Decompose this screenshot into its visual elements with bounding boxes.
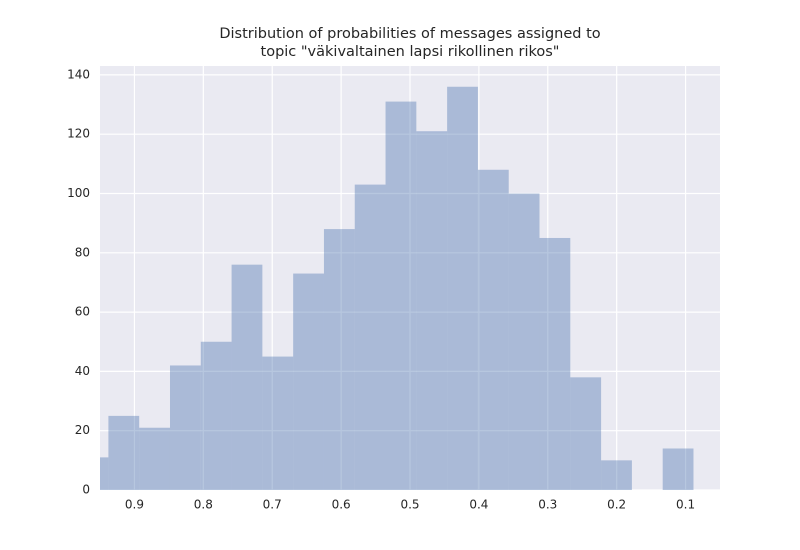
x-tick-label: 0.9	[125, 498, 144, 512]
chart-title: Distribution of probabilities of message…	[219, 26, 600, 60]
y-tick-label: 20	[75, 423, 90, 437]
bar	[539, 237, 571, 490]
y-tick-label: 60	[75, 305, 90, 319]
bar	[570, 377, 602, 490]
y-tick-label: 140	[67, 67, 90, 81]
bar	[231, 264, 263, 490]
x-tick-label: 0.1	[676, 498, 695, 512]
y-tick-label: 120	[67, 127, 90, 141]
bar	[477, 169, 509, 490]
y-tick-label: 0	[82, 483, 90, 497]
bar	[447, 86, 478, 490]
bar	[139, 427, 170, 490]
bar	[100, 457, 109, 490]
x-tick-label: 0.6	[332, 498, 351, 512]
bar	[508, 193, 540, 490]
x-tick-label: 0.8	[194, 498, 213, 512]
bar	[385, 101, 417, 490]
x-tick-label: 0.5	[400, 498, 419, 512]
bar	[354, 184, 386, 490]
bar	[601, 460, 632, 490]
y-tick-label: 100	[67, 186, 90, 200]
x-tick-label: 0.7	[263, 498, 282, 512]
bar	[416, 131, 448, 490]
bar	[323, 229, 355, 490]
bar	[200, 341, 232, 490]
x-tick-label: 0.3	[538, 498, 557, 512]
bar	[293, 273, 324, 490]
x-tick-label: 0.4	[469, 498, 488, 512]
x-tick-label: 0.2	[607, 498, 626, 512]
bar	[108, 415, 140, 490]
bar	[169, 365, 201, 490]
y-tick-label: 80	[75, 245, 90, 259]
y-tick-label: 40	[75, 364, 90, 378]
bar	[662, 448, 694, 490]
bar	[262, 356, 294, 490]
